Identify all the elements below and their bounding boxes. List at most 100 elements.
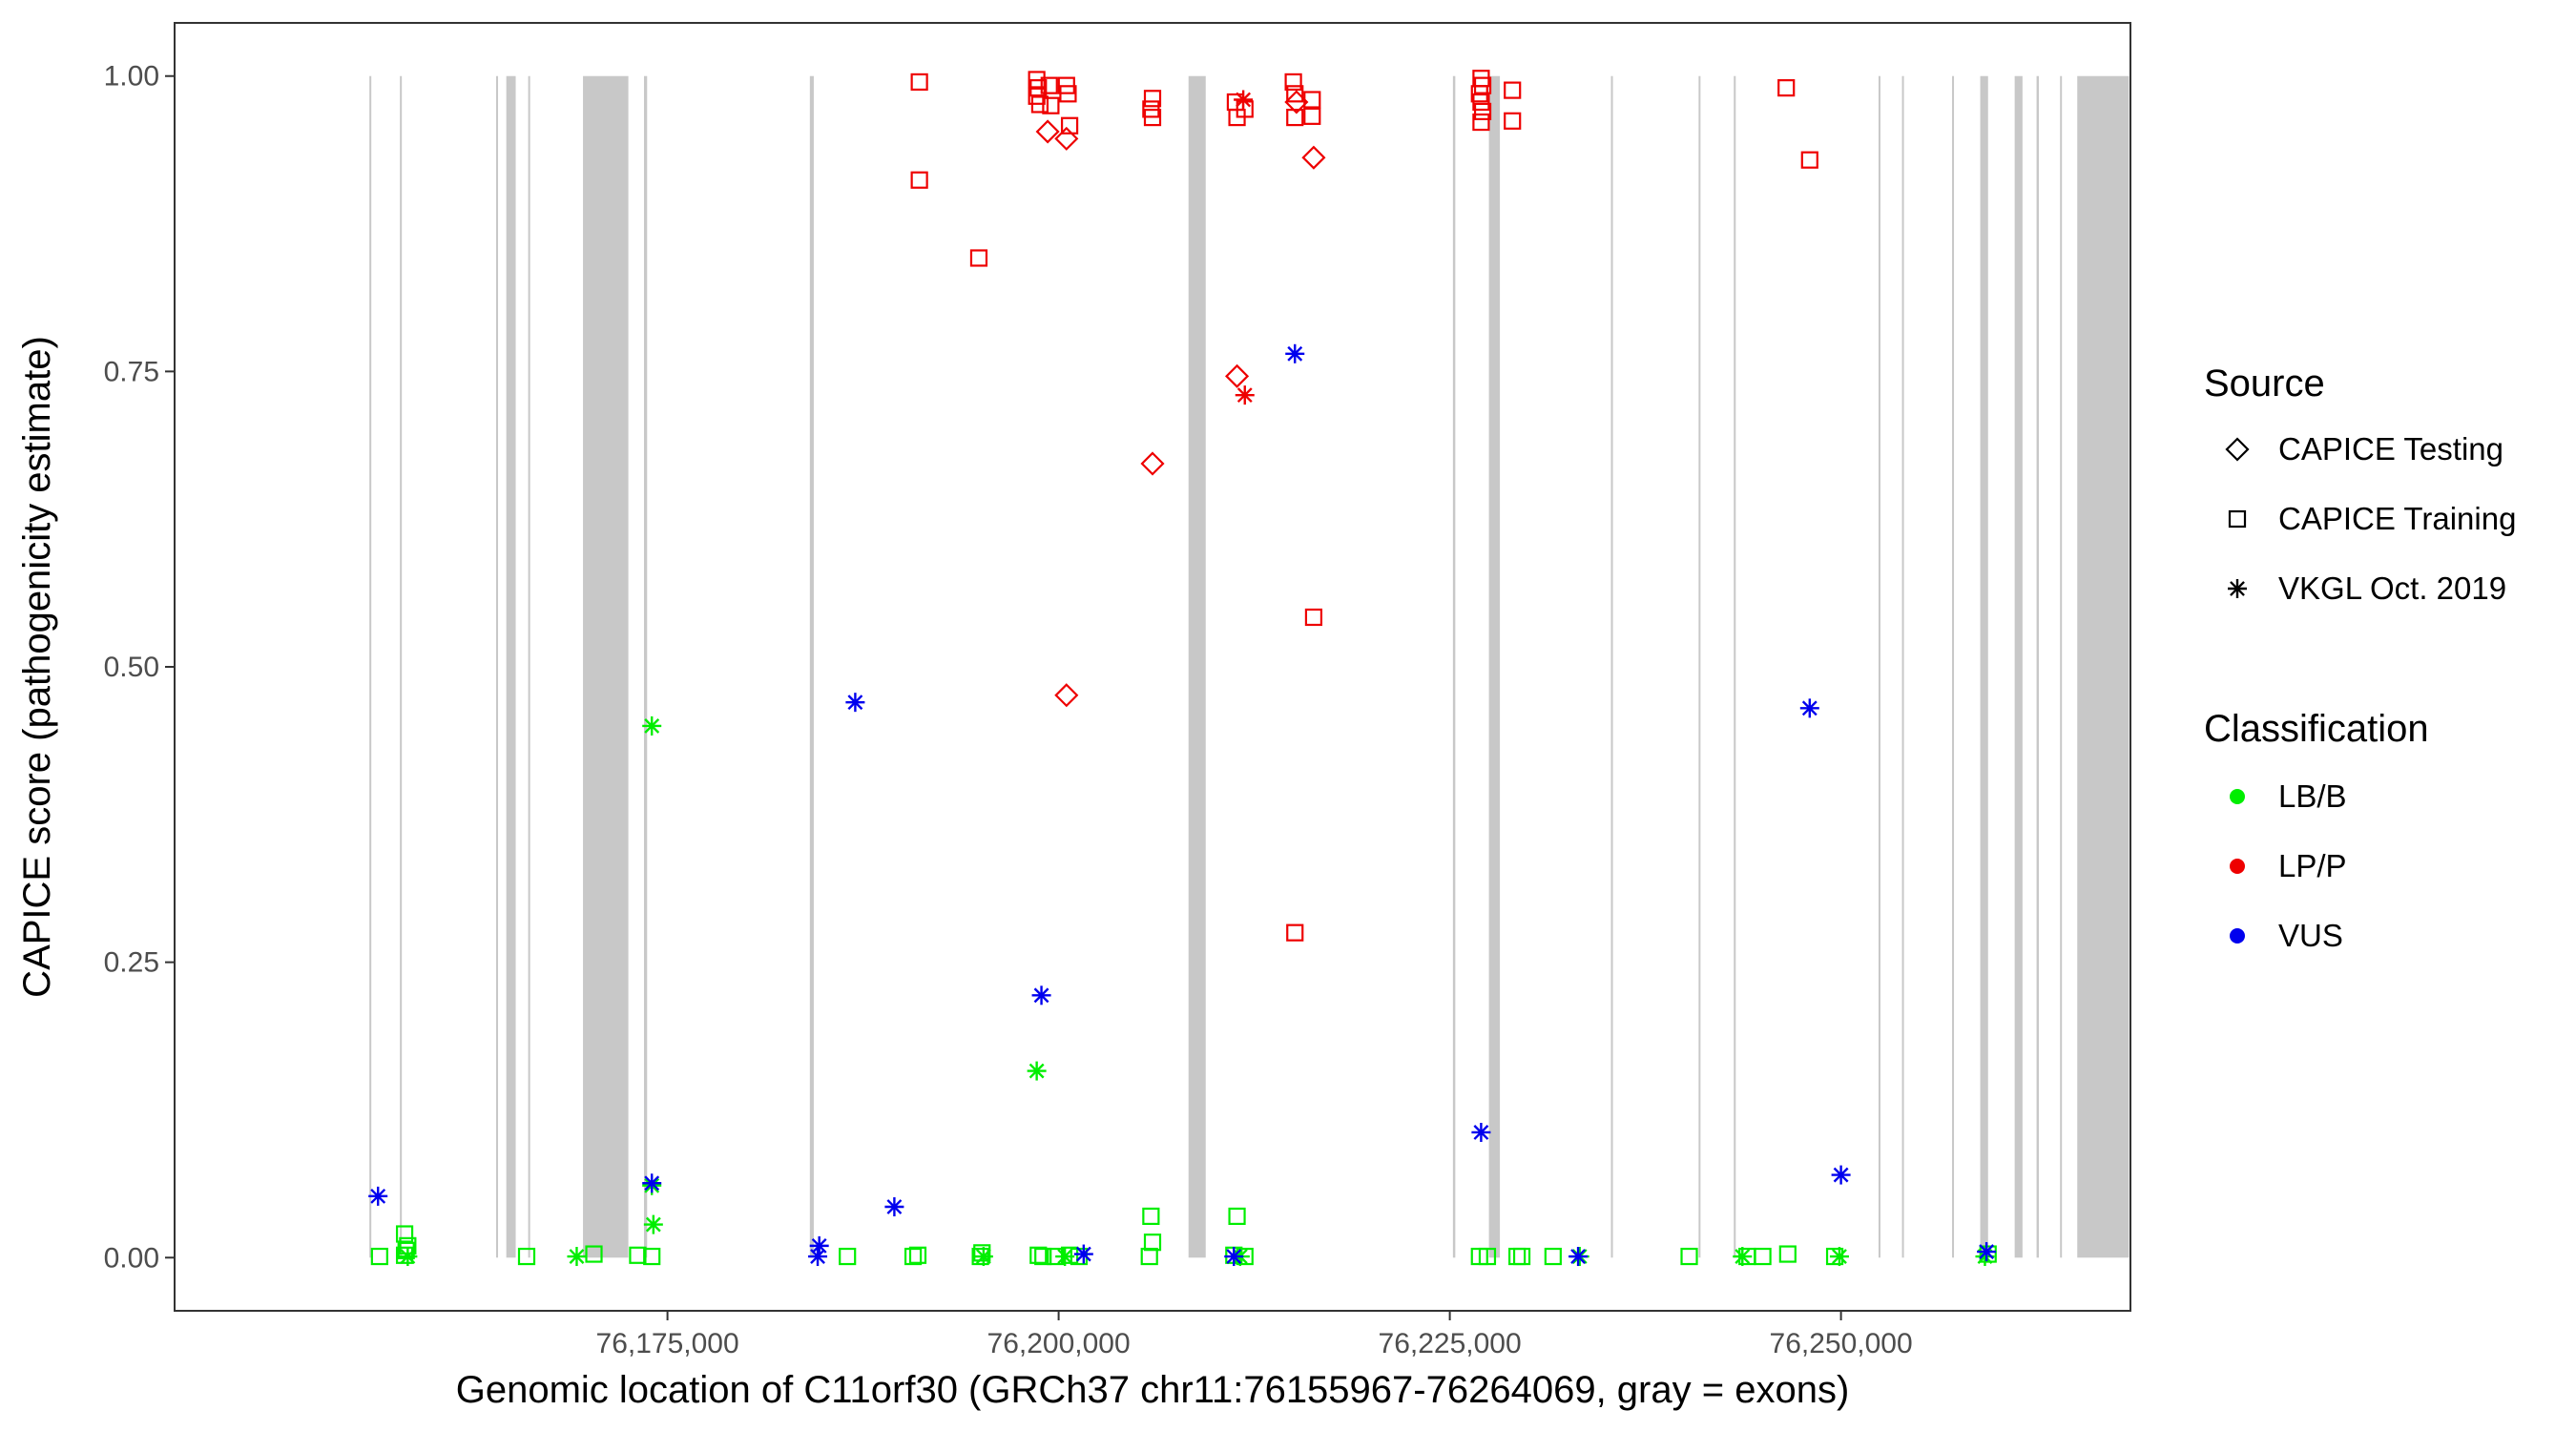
- data-point: [1285, 343, 1305, 363]
- data-point: [1544, 1247, 1562, 1266]
- exon-band: [1698, 75, 1701, 1258]
- data-point: [1286, 923, 1304, 942]
- exon-band: [506, 75, 516, 1258]
- legend-label: LB/B: [2278, 778, 2347, 814]
- data-point: [969, 249, 988, 267]
- data-point: [1478, 1247, 1497, 1266]
- data-point: [1504, 112, 1522, 130]
- exon-band: [369, 75, 372, 1258]
- exon-band: [1610, 75, 1613, 1258]
- y-tick-label: 0.50: [104, 652, 159, 683]
- data-point: [1778, 1245, 1797, 1263]
- exon-band: [1878, 75, 1880, 1258]
- data-point: [395, 1246, 414, 1264]
- data-point: [1472, 113, 1490, 132]
- data-point: [1303, 91, 1321, 109]
- data-point: [368, 1186, 388, 1206]
- data-point: [1142, 1207, 1160, 1226]
- data-point: [1472, 93, 1490, 112]
- legend-key-dot: [2230, 928, 2245, 944]
- data-point: [398, 1247, 418, 1267]
- data-point: [1059, 85, 1077, 103]
- data-point: [845, 693, 865, 713]
- data-point: [1800, 151, 1818, 169]
- data-point: [1504, 81, 1522, 99]
- data-point: [1284, 73, 1302, 92]
- x-tick-label: 76,225,000: [1379, 1328, 1522, 1359]
- exon-band: [1901, 75, 1904, 1258]
- x-axis: 76,175,000 76,200,000 76,225,000 76,250,000: [596, 1311, 1913, 1359]
- x-axis-label: Genomic location of C11orf30 (GRCh37 chr…: [456, 1369, 1850, 1411]
- legend-class-items: LB/B LP/P VUS: [2230, 778, 2347, 953]
- exon-band: [1452, 75, 1456, 1258]
- data-point: [1225, 363, 1250, 388]
- data-point: [1060, 116, 1079, 135]
- data-point: [1228, 1207, 1246, 1226]
- legend-label: VUS: [2278, 918, 2343, 953]
- data-point: [1034, 1247, 1052, 1266]
- exon-band: [2014, 75, 2023, 1258]
- data-point: [567, 1247, 587, 1267]
- exon-band: [583, 75, 629, 1258]
- y-axis: 0.00 0.25 0.50 0.75 1.00: [104, 61, 175, 1274]
- exon-band: [1188, 75, 1206, 1258]
- exon-band: [2036, 75, 2040, 1258]
- legend-label: VKGL Oct. 2019: [2278, 570, 2506, 606]
- x-tick-label: 76,250,000: [1770, 1328, 1913, 1359]
- data-point: [1471, 1122, 1491, 1142]
- data-point: [1031, 985, 1051, 1006]
- data-point: [1829, 1247, 1849, 1267]
- data-point: [1054, 683, 1079, 708]
- exon-band: [1980, 75, 1988, 1258]
- legend-source-items: CAPICE Testing CAPICE Training VKGL Oct. 2…: [2225, 431, 2516, 606]
- data-point: [643, 1247, 661, 1266]
- data-point: [1234, 90, 1254, 110]
- data-point: [1733, 1247, 1753, 1267]
- exon-band: [809, 75, 814, 1258]
- data-point: [1027, 1061, 1047, 1081]
- data-point: [1029, 1246, 1048, 1264]
- exon-band: [644, 75, 648, 1258]
- data-point: [908, 1246, 927, 1264]
- data-point: [884, 1197, 904, 1217]
- y-tick-label: 0.75: [104, 356, 159, 387]
- exon-bands: [369, 75, 2129, 1258]
- legend-key-dot: [2230, 859, 2245, 874]
- data-point: [910, 171, 928, 189]
- data-point: [1286, 108, 1304, 127]
- data-point: [629, 1246, 647, 1264]
- data-point: [1303, 107, 1321, 125]
- x-tick-label: 76,200,000: [987, 1328, 1131, 1359]
- data-point: [1060, 1246, 1079, 1264]
- data-points: [368, 70, 1997, 1267]
- exon-band: [496, 75, 499, 1258]
- legend-title-classification: Classification: [2204, 708, 2429, 750]
- data-point: [1030, 95, 1049, 114]
- data-point: [1042, 96, 1060, 114]
- data-point: [1979, 1245, 1997, 1263]
- exon-band: [1488, 75, 1501, 1258]
- data-point: [808, 1247, 828, 1267]
- data-point: [370, 1247, 388, 1266]
- data-point: [517, 1247, 536, 1266]
- data-point: [1304, 608, 1323, 627]
- data-point: [642, 1173, 662, 1193]
- exon-band: [1734, 75, 1736, 1258]
- data-point: [1512, 1247, 1531, 1266]
- data-point: [643, 1214, 663, 1234]
- data-point: [1235, 385, 1255, 405]
- y-tick-label: 0.00: [104, 1242, 159, 1274]
- y-tick-label: 0.25: [104, 947, 159, 979]
- exon-band: [2077, 75, 2129, 1258]
- data-point: [839, 1247, 857, 1266]
- legend-key-asterisk: [2228, 579, 2247, 598]
- data-point: [1140, 1247, 1158, 1266]
- data-point: [1140, 451, 1165, 476]
- data-point: [1301, 145, 1326, 170]
- data-point: [1799, 698, 1819, 718]
- x-tick-label: 76,175,000: [596, 1328, 739, 1359]
- legend-label: CAPICE Training: [2278, 501, 2516, 536]
- data-point: [1831, 1165, 1851, 1185]
